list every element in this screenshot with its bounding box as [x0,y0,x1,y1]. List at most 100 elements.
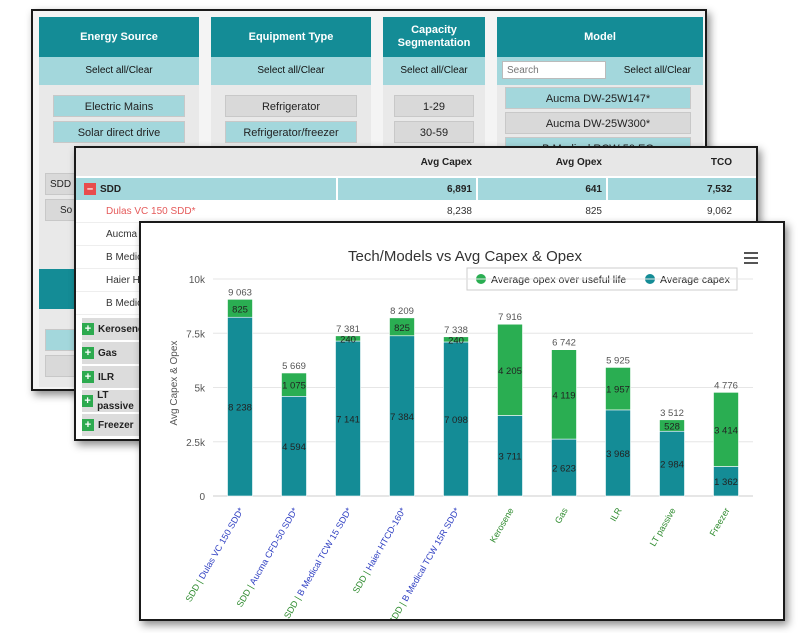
hamburger-menu-icon[interactable] [744,252,758,264]
select-all-clear-button[interactable]: Select all/Clear [39,57,199,85]
filter-option[interactable]: Electric Mains [53,95,185,117]
expand-icon[interactable]: + [82,395,94,407]
model-search-input[interactable] [502,61,606,79]
select-all-clear-button[interactable]: Select all/Clear [623,65,691,76]
table-header-row: Avg Capex Avg Opex TCO [76,148,756,176]
x-tick-label[interactable]: ILR [608,506,624,524]
data-label-total: 5 669 [282,361,306,372]
bar-opex [389,317,415,337]
bar-opex [443,336,469,343]
bar-opex [659,419,685,432]
y-tick-label: 7.5k [186,329,206,340]
table-group-row[interactable]: + Freezer [82,414,144,436]
data-label-total: 7 338 [444,325,468,336]
data-label-capex: 4 594 [282,442,306,453]
chart-panel: Tech/Models vs Avg Capex & Opex Avg Cape… [139,221,785,621]
cell-capex: 6,891 [446,183,472,195]
table-group-row[interactable]: + ILR [82,366,144,388]
bar-opex [551,349,577,440]
row-label: Haier H [106,275,140,286]
data-label-total: 7 381 [336,324,360,335]
filter-option[interactable]: Refrigerator/freezer [225,121,357,143]
bar-capex [281,396,307,497]
y-tick-label: 2.5k [186,438,206,449]
table-row[interactable]: Dulas VC 150 SDD* 8,238 825 9,062 [76,201,756,223]
y-axis-title: Avg Capex & Opex [169,341,180,426]
bar-opex [713,392,739,467]
filter-equipment-type: Equipment Type Select all/Clear Refriger… [211,17,371,147]
bar-capex [713,466,739,497]
row-label: B Medic [106,298,143,309]
column-header-opex[interactable]: Avg Opex [555,156,602,168]
filter-option[interactable]: Aucma DW-25W300* [505,112,691,134]
select-all-clear-button[interactable]: Select all/Clear [211,57,371,85]
bar-capex [497,415,523,497]
filter-option[interactable]: Solar direct drive [53,121,185,143]
row-label: Dulas VC 150 SDD* [106,206,196,217]
expand-icon[interactable]: + [82,323,94,335]
y-tick-label: 0 [199,492,205,503]
filter-header: Model [497,17,703,57]
x-tick-label[interactable]: LT passive [648,506,678,548]
data-label-total: 9 063 [228,287,252,298]
cell-capex: 8,238 [446,206,472,217]
filter-model: Model Select all/Clear Aucma DW-25W147* … [497,17,703,159]
select-all-clear-button[interactable]: Select all/Clear [383,57,485,85]
x-tick-label[interactable]: SDD | Dulas VC 150 SDD* [184,506,246,604]
y-tick-label: 10k [189,275,206,286]
data-label-capex: 3 968 [606,449,630,460]
filter-header: Energy Source [39,17,199,57]
x-tick-label[interactable]: Gas [553,506,570,526]
cell-tco: 7,532 [706,183,732,195]
table-group-row[interactable]: + Kerosene [82,318,144,340]
filter-option[interactable]: 1-29 [394,95,474,117]
expand-icon[interactable]: + [82,419,94,431]
group-label: SDD [100,183,122,195]
bar-capex [389,335,415,497]
cell-opex: 825 [585,206,602,217]
data-label-opex: 4 205 [498,366,522,377]
data-label-capex: 2 984 [660,460,684,471]
data-label-total: 8 209 [390,306,414,317]
bar-capex [605,409,631,497]
x-tick-label[interactable]: Freezer [708,506,732,538]
bar-opex [335,335,361,342]
column-header-tco[interactable]: TCO [710,156,732,168]
bar-opex [281,372,307,397]
table-group-row[interactable]: + Gas [82,342,144,364]
data-label-opex: 1 075 [282,381,306,392]
filter-option[interactable]: 30-59 [394,121,474,143]
group-label: Kerosene [98,323,144,335]
x-tick-label[interactable]: SDD | Haier HTCD-160* [351,506,408,595]
expand-icon[interactable]: + [82,371,94,383]
data-label-total: 3 512 [660,408,684,419]
filter-option[interactable]: Refrigerator [225,95,357,117]
filter-header: Equipment Type [211,17,371,57]
table-group-row[interactable]: – SDD 6,891 641 7,532 [76,178,756,200]
data-label-opex: 4 119 [552,390,575,401]
chart-title: Tech/Models vs Avg Capex & Opex [348,248,583,265]
group-label: ILR [98,371,115,383]
filter-header: Capacity Segmentation [383,17,485,57]
data-label-capex: 3 711 [498,452,521,463]
x-tick-label[interactable]: SDD | Aucma CFD-50 SDD* [235,506,300,609]
data-label-opex: 825 [394,323,410,334]
table-group-row[interactable]: + LT passive [82,390,144,412]
data-label-opex: 3 414 [714,425,738,436]
x-tick-label[interactable]: Kerosene [488,506,516,544]
group-label: LT passive [97,390,134,412]
data-label-total: 4 776 [714,380,738,391]
bar-capex [443,341,469,497]
data-label-capex: 7 384 [390,412,414,423]
column-header-capex[interactable]: Avg Capex [420,156,472,168]
expand-icon[interactable]: + [82,347,94,359]
bar-capex [659,430,685,497]
bar-opex [605,367,631,411]
legend-label-capex[interactable]: Average capex [660,274,731,286]
filter-header-partial [39,269,79,309]
y-tick-label: 5k [194,384,206,395]
cell-opex: 641 [585,183,602,195]
collapse-icon[interactable]: – [84,183,96,195]
legend-label-opex[interactable]: Average opex over useful life [491,274,626,286]
filter-option[interactable]: Aucma DW-25W147* [505,87,691,109]
